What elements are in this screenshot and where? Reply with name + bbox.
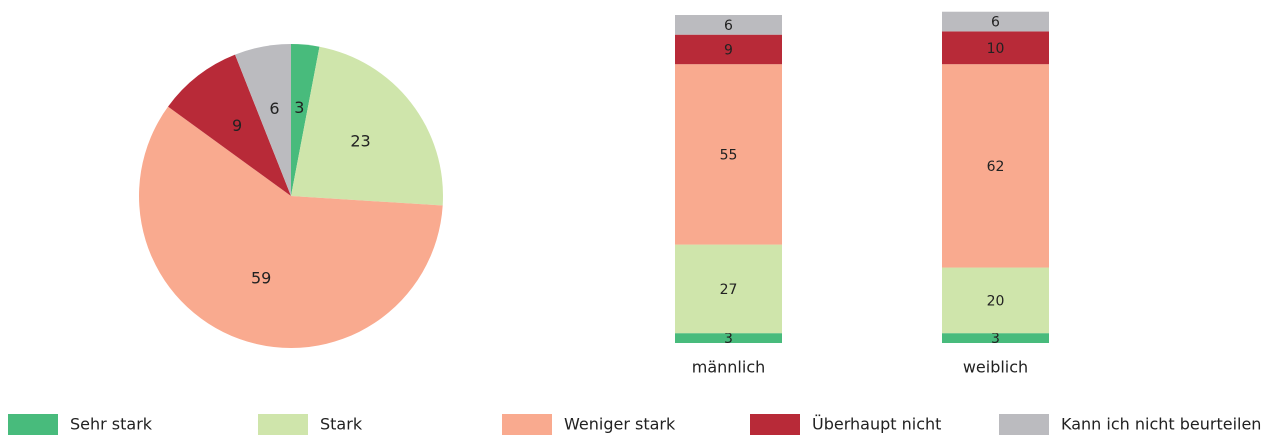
slice-label: 23	[350, 132, 370, 151]
pie-slice	[291, 46, 443, 206]
x-tick-label: weiblich	[963, 358, 1028, 377]
legend-swatch	[502, 414, 552, 435]
bar-segment	[675, 333, 782, 343]
legend-label: Überhaupt nicht	[812, 415, 941, 434]
segment-label: 6	[724, 18, 733, 34]
bar-segment	[942, 64, 1049, 268]
segment-label: 6	[991, 15, 1000, 31]
legend-swatch	[750, 414, 800, 435]
bar-segment	[675, 34, 782, 65]
x-tick-label: männlich	[692, 358, 766, 377]
pie-slice	[139, 106, 443, 348]
bar-segment	[942, 267, 1049, 334]
segment-label: 62	[987, 159, 1005, 175]
legend-label: Stark	[320, 415, 363, 434]
segment-label: 20	[987, 293, 1005, 309]
segment-label: 27	[720, 282, 738, 298]
bar-segment	[942, 11, 1049, 32]
bar-segment	[675, 15, 782, 35]
segment-label: 55	[720, 147, 738, 163]
pie-slice	[235, 44, 291, 196]
legend-swatch	[258, 414, 308, 435]
slice-label: 6	[269, 99, 279, 118]
segment-label: 9	[724, 42, 733, 58]
bar-segment	[942, 31, 1049, 65]
slice-label: 9	[232, 116, 242, 135]
slice-label: 3	[294, 98, 304, 117]
legend-label: Weniger stark	[564, 415, 676, 434]
pie-slice	[291, 44, 320, 196]
segment-label: 3	[991, 331, 1000, 347]
bar-segment	[942, 333, 1049, 343]
segment-label: 3	[724, 331, 733, 347]
legend-swatch	[999, 414, 1049, 435]
legend-label: Kann ich nicht beurteilen	[1061, 415, 1261, 434]
bar-segment	[675, 244, 782, 334]
slice-label: 59	[251, 268, 271, 287]
segment-label: 10	[987, 41, 1005, 57]
pie-slice	[168, 54, 291, 196]
legend-swatch	[8, 414, 58, 435]
bar-segment	[675, 64, 782, 245]
legend-label: Sehr stark	[70, 415, 153, 434]
